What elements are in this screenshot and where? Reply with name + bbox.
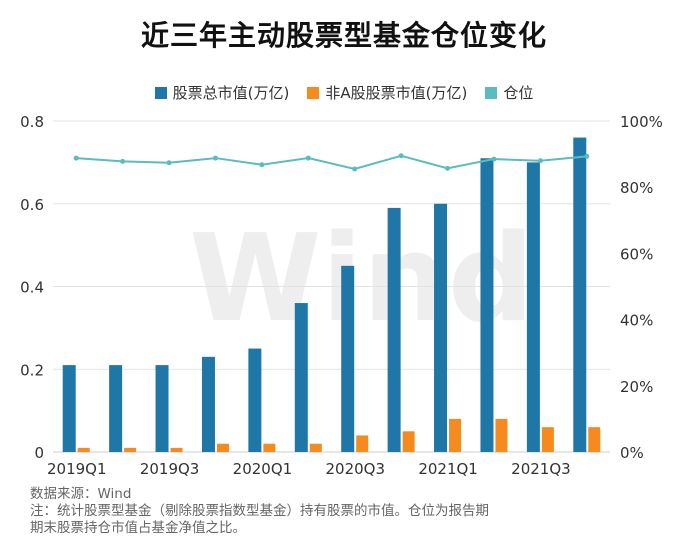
footnote-line-2: 期末股票持仓市值占基金净值之比。 — [30, 520, 246, 536]
legend-swatch-non-a — [307, 86, 320, 99]
y-right-tick-label: 0% — [620, 444, 644, 462]
bar-non-a-2019Q2 — [124, 447, 137, 452]
bar-non-a-2019Q3 — [170, 447, 183, 452]
bar-total-2021Q2 — [480, 158, 494, 453]
bar-non-a-2021Q4 — [588, 427, 601, 452]
chart-title: 近三年主动股票型基金仓位变化 — [140, 19, 547, 52]
y-right-tick-label: 20% — [620, 378, 653, 396]
legend-label-position: 仓位 — [503, 84, 534, 102]
bar-total-2019Q1 — [62, 365, 76, 452]
bar-total-2021Q4 — [573, 137, 587, 453]
bar-total-2020Q2 — [294, 303, 308, 452]
bar-total-2019Q2 — [109, 365, 123, 452]
legend-swatch-position — [485, 86, 498, 99]
y-right-tick-label: 40% — [620, 312, 653, 330]
bar-non-a-2021Q3 — [541, 427, 554, 452]
y-left-tick-label: 0.2 — [20, 361, 44, 379]
y-left-tick-label: 0.4 — [20, 279, 44, 297]
legend: 股票总市值(万亿) 非A股股票市值(万亿) 仓位 — [0, 82, 688, 103]
position-point-2021Q4 — [584, 153, 590, 159]
bar-non-a-2020Q1 — [263, 443, 276, 452]
bar-non-a-2020Q4 — [402, 431, 415, 452]
y-right-tick-label: 80% — [620, 179, 653, 197]
bar-total-2019Q3 — [155, 365, 169, 452]
y-left-tick-label: 0.6 — [20, 196, 44, 214]
position-point-2019Q1 — [73, 155, 79, 161]
legend-label-total: 股票总市值(万亿) — [172, 84, 290, 102]
x-tick-label: 2021Q1 — [418, 460, 478, 478]
bar-total-2020Q4 — [387, 207, 401, 452]
x-tick-label: 2020Q3 — [326, 460, 386, 478]
bar-non-a-2021Q1 — [449, 418, 462, 452]
position-point-2020Q3 — [352, 166, 358, 172]
bar-non-a-2021Q2 — [495, 418, 508, 452]
y-left-tick-label: 0.8 — [20, 113, 44, 131]
position-point-2019Q2 — [120, 158, 126, 164]
x-tick-label: 2020Q1 — [233, 460, 293, 478]
position-point-2019Q3 — [166, 160, 172, 166]
position-point-2021Q2 — [491, 156, 497, 162]
bar-non-a-2019Q1 — [77, 447, 90, 452]
footnote: 数据来源：Wind 注：统计股票型基金（剔除股票指数型基金）持有股票的市值。仓位… — [30, 486, 670, 537]
bar-non-a-2020Q3 — [356, 435, 369, 452]
position-point-2020Q2 — [305, 155, 311, 161]
legend-swatch-total — [154, 86, 167, 99]
bar-total-2019Q4 — [201, 356, 215, 452]
position-line — [76, 154, 587, 171]
position-point-2021Q1 — [445, 165, 451, 171]
footnote-source: 数据来源：Wind — [30, 486, 132, 502]
legend-item-non-a[interactable]: 非A股股票市值(万亿) — [307, 82, 467, 103]
position-point-2020Q4 — [398, 153, 404, 159]
legend-item-total[interactable]: 股票总市值(万亿) — [154, 82, 290, 103]
bar-total-2021Q1 — [434, 203, 448, 452]
legend-item-position[interactable]: 仓位 — [485, 82, 533, 103]
footnote-line-1: 注：统计股票型基金（剔除股票指数型基金）持有股票的市值。仓位为报告期 — [30, 503, 489, 519]
bar-total-2020Q3 — [341, 265, 355, 452]
watermark: Wind — [189, 210, 534, 349]
y-right-tick-label: 60% — [620, 245, 653, 263]
bar-total-2021Q3 — [526, 162, 540, 452]
bar-non-a-2019Q4 — [216, 443, 229, 452]
position-point-2019Q4 — [212, 155, 218, 161]
y-right-tick-label: 100% — [620, 113, 663, 131]
x-tick-label: 2021Q3 — [511, 460, 571, 478]
position-point-2020Q1 — [259, 162, 265, 168]
bar-total-2020Q1 — [248, 348, 262, 452]
position-point-2021Q3 — [537, 158, 543, 164]
x-tick-label: 2019Q3 — [140, 460, 200, 478]
legend-label-non-a: 非A股股票市值(万亿) — [325, 84, 468, 102]
bar-non-a-2020Q2 — [309, 443, 322, 452]
x-tick-label: 2019Q1 — [47, 460, 107, 478]
y-left-tick-label: 0 — [34, 444, 44, 462]
